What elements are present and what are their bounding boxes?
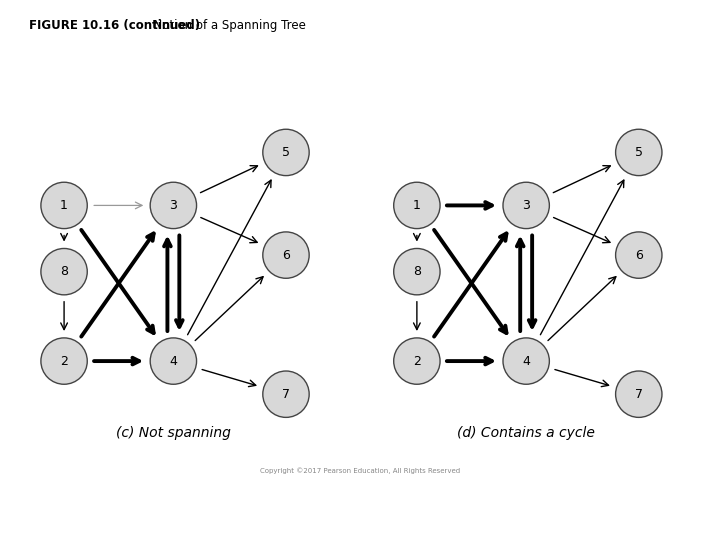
Text: FIGURE 10.16 (continued): FIGURE 10.16 (continued): [29, 19, 200, 32]
Circle shape: [263, 371, 309, 417]
Circle shape: [150, 182, 197, 228]
Text: 5: 5: [282, 146, 290, 159]
Circle shape: [150, 338, 197, 384]
Circle shape: [41, 248, 87, 295]
Text: Optimization in Operations Research, 2e: Optimization in Operations Research, 2e: [133, 499, 303, 508]
Text: 2: 2: [60, 355, 68, 368]
Text: Notion of a Spanning Tree: Notion of a Spanning Tree: [146, 19, 306, 32]
Text: (c) Not spanning: (c) Not spanning: [116, 427, 231, 441]
Text: Copyright © 2017, 1998 by Pearson Education, Inc.: Copyright © 2017, 1998 by Pearson Educat…: [374, 499, 591, 508]
Circle shape: [503, 182, 549, 228]
Text: 6: 6: [635, 248, 643, 261]
Circle shape: [394, 182, 440, 228]
Text: 8: 8: [60, 265, 68, 278]
Text: 4: 4: [169, 355, 177, 368]
Text: Copyright ©2017 Pearson Education, All Rights Reserved: Copyright ©2017 Pearson Education, All R…: [260, 468, 460, 474]
Circle shape: [263, 232, 309, 278]
Circle shape: [616, 232, 662, 278]
Text: Ronald L. Rardin: Ronald L. Rardin: [133, 514, 202, 523]
Circle shape: [503, 338, 549, 384]
Text: 8: 8: [413, 265, 421, 278]
Text: 3: 3: [522, 199, 530, 212]
Text: 3: 3: [169, 199, 177, 212]
Circle shape: [41, 338, 87, 384]
Text: 6: 6: [282, 248, 290, 261]
Text: All Rights Reserved: All Rights Reserved: [374, 514, 456, 523]
Text: 7: 7: [635, 388, 643, 401]
Text: 7: 7: [282, 388, 290, 401]
Circle shape: [616, 371, 662, 417]
Circle shape: [263, 129, 309, 176]
Text: (d) Contains a cycle: (d) Contains a cycle: [457, 427, 595, 441]
Text: ALWAYS LEARNING: ALWAYS LEARNING: [9, 499, 104, 508]
Text: 1: 1: [60, 199, 68, 212]
Text: 5: 5: [635, 146, 643, 159]
Text: 2: 2: [413, 355, 420, 368]
Circle shape: [41, 182, 87, 228]
Circle shape: [394, 248, 440, 295]
Text: PEARSON: PEARSON: [644, 505, 720, 519]
Circle shape: [616, 129, 662, 176]
Text: 4: 4: [522, 355, 530, 368]
Circle shape: [394, 338, 440, 384]
Text: 1: 1: [413, 199, 420, 212]
